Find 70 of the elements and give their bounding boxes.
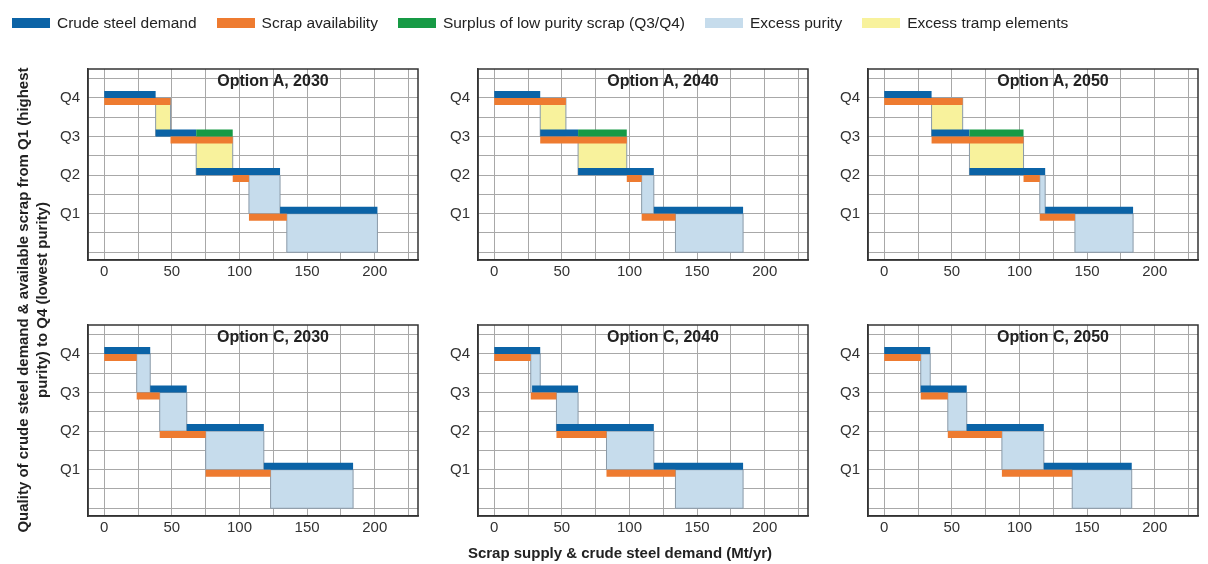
chart-title: Option A, 2050 <box>997 72 1109 90</box>
y-tick-label: Q4 <box>59 88 81 106</box>
x-tick-label: 150 <box>294 262 320 280</box>
legend-label: Crude steel demand <box>57 14 197 32</box>
x-tick-label: 100 <box>1006 262 1032 280</box>
x-tick-label: 150 <box>684 518 710 536</box>
x-tick-label: 200 <box>1142 262 1168 280</box>
y-tick-label: Q2 <box>839 421 861 439</box>
x-tick-label: 200 <box>362 262 388 280</box>
y-tick-label: Q3 <box>449 382 471 400</box>
bar <box>969 129 1024 137</box>
y-tick-label: Q3 <box>59 382 81 400</box>
x-axis-title: Scrap supply & crude steel demand (Mt/yr) <box>467 544 773 561</box>
y-tick-label: Q2 <box>449 421 471 439</box>
x-tick-label: 50 <box>163 262 181 280</box>
legend-label: Excess tramp elements <box>907 14 1069 32</box>
bar <box>196 129 233 137</box>
legend-label: Scrap availability <box>261 14 378 32</box>
x-tick-label: 100 <box>616 518 642 536</box>
x-tick-label: 100 <box>1006 518 1032 536</box>
y-tick-label: Q1 <box>839 459 861 477</box>
x-tick-label: 50 <box>943 262 961 280</box>
x-tick-label: 0 <box>880 518 889 536</box>
chart-title: Option C, 2050 <box>996 328 1110 346</box>
x-tick-label: 200 <box>1142 518 1168 536</box>
x-tick-label: 150 <box>294 518 320 536</box>
x-tick-label: 0 <box>880 262 889 280</box>
x-tick-label: 0 <box>490 262 499 280</box>
y-tick-label: Q1 <box>449 459 471 477</box>
y-tick-label: Q1 <box>59 459 81 477</box>
y-tick-label: Q3 <box>59 126 81 144</box>
legend-label: Surplus of low purity scrap (Q3/Q4) <box>442 14 685 32</box>
chart-title: Option C, 2030 <box>216 328 330 346</box>
chart-title: Option A, 2030 <box>217 72 329 90</box>
y-tick-label: Q3 <box>839 382 861 400</box>
y-tick-label: Q2 <box>839 165 861 183</box>
x-tick-label: 100 <box>616 262 642 280</box>
x-tick-label: 100 <box>226 518 252 536</box>
x-tick-label: 200 <box>752 262 778 280</box>
y-tick-label: Q2 <box>59 421 81 439</box>
y-tick-label: Q2 <box>59 165 81 183</box>
x-tick-label: 200 <box>362 518 388 536</box>
x-tick-label: 200 <box>752 518 778 536</box>
x-tick-label: 0 <box>490 518 499 536</box>
y-tick-label: Q4 <box>449 88 471 106</box>
legend-label: Excess purity <box>749 14 843 32</box>
y-tick-label: Q4 <box>839 344 861 362</box>
y-tick-label: Q4 <box>839 88 861 106</box>
chart-title: Option C, 2040 <box>606 328 720 346</box>
y-tick-label: Q1 <box>839 203 861 221</box>
y-tick-label: Q3 <box>449 126 471 144</box>
x-tick-label: 50 <box>553 518 571 536</box>
x-tick-label: 50 <box>163 518 181 536</box>
y-tick-label: Q1 <box>449 203 471 221</box>
y-axis-title: Quality of crude steel demand & available scrap from Q1 (highest purity) to Q4 (lowest purity) <box>13 66 51 535</box>
y-tick-label: Q1 <box>59 203 81 221</box>
x-tick-label: 100 <box>226 262 252 280</box>
x-tick-label: 0 <box>100 262 109 280</box>
x-tick-label: 150 <box>684 262 710 280</box>
y-tick-label: Q4 <box>449 344 471 362</box>
x-tick-label: 150 <box>1074 262 1100 280</box>
bar <box>578 129 627 137</box>
x-tick-label: 0 <box>100 518 109 536</box>
x-tick-label: 50 <box>553 262 571 280</box>
x-tick-label: 50 <box>943 518 961 536</box>
x-tick-label: 150 <box>1074 518 1100 536</box>
y-tick-label: Q3 <box>839 126 861 144</box>
y-tick-label: Q4 <box>59 344 81 362</box>
chart-title: Option A, 2040 <box>607 72 719 90</box>
y-tick-label: Q2 <box>449 165 471 183</box>
